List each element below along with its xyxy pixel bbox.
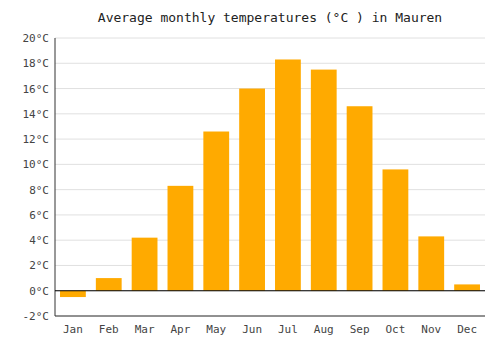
grid-line <box>55 214 485 215</box>
bar <box>168 186 194 291</box>
bar <box>347 106 373 290</box>
bar <box>239 89 265 291</box>
y-tick-label: 14°C <box>23 108 50 121</box>
y-tick-label: 0°C <box>29 285 49 298</box>
x-tick-label: Jul <box>278 323 298 336</box>
grid-line <box>55 139 485 140</box>
x-tick-label: Aug <box>314 323 334 336</box>
y-tick-label: 20°C <box>23 32 50 45</box>
grid-line <box>55 189 485 190</box>
grid-line <box>55 113 485 114</box>
x-tick-label: Feb <box>99 323 119 336</box>
bar <box>311 70 337 291</box>
x-tick-label: Nov <box>421 323 441 336</box>
chart-container: Average monthly temperatures (°C ) in Ma… <box>0 0 500 350</box>
grid <box>55 38 485 316</box>
bar <box>275 59 301 290</box>
grid-line <box>55 316 485 317</box>
x-tick-label: Jun <box>242 323 262 336</box>
grid-line <box>55 63 485 64</box>
y-tick-label: 4°C <box>29 234 49 247</box>
y-tick-label: 16°C <box>23 83 50 96</box>
x-tick-label: May <box>206 323 226 336</box>
bar <box>96 278 122 291</box>
grid-line <box>55 38 485 39</box>
grid-line <box>55 88 485 89</box>
y-axis-ticks: -2°C 0°C 2°C 4°C 6°C 8°C 10°C 12°C 14°C 16°C 18°C 2… <box>23 32 50 323</box>
y-tick-label: 6°C <box>29 209 49 222</box>
x-tick-label: Mar <box>135 323 155 336</box>
chart-title: Average monthly temperatures (°C ) in Ma… <box>98 10 442 25</box>
bar <box>454 284 480 290</box>
bars <box>60 59 480 297</box>
y-tick-label: 12°C <box>23 133 50 146</box>
x-axis-ticks: Jan Feb Mar Apr May Jun Jul Aug Sep Oct Nov Dec <box>63 323 477 336</box>
bar <box>132 238 158 291</box>
bar <box>383 169 409 290</box>
x-tick-label: Jan <box>63 323 83 336</box>
y-axis-line <box>55 38 56 316</box>
y-tick-label: 10°C <box>23 158 50 171</box>
bar <box>60 291 86 297</box>
x-axis-line <box>55 316 485 317</box>
chart-svg: Average monthly temperatures (°C ) in Ma… <box>0 0 500 350</box>
x-tick-label: Sep <box>350 323 370 336</box>
x-tick-label: Apr <box>170 323 190 336</box>
bar <box>418 236 444 290</box>
y-tick-label: 18°C <box>23 57 50 70</box>
y-tick-label: 2°C <box>29 259 49 272</box>
x-tick-label: Dec <box>457 323 477 336</box>
y-tick-label: 8°C <box>29 184 49 197</box>
grid-line <box>55 290 485 291</box>
grid-line <box>55 164 485 165</box>
bar <box>203 132 229 291</box>
y-tick-label: -2°C <box>23 310 50 323</box>
x-tick-label: Oct <box>385 323 405 336</box>
zero-line <box>55 290 485 291</box>
